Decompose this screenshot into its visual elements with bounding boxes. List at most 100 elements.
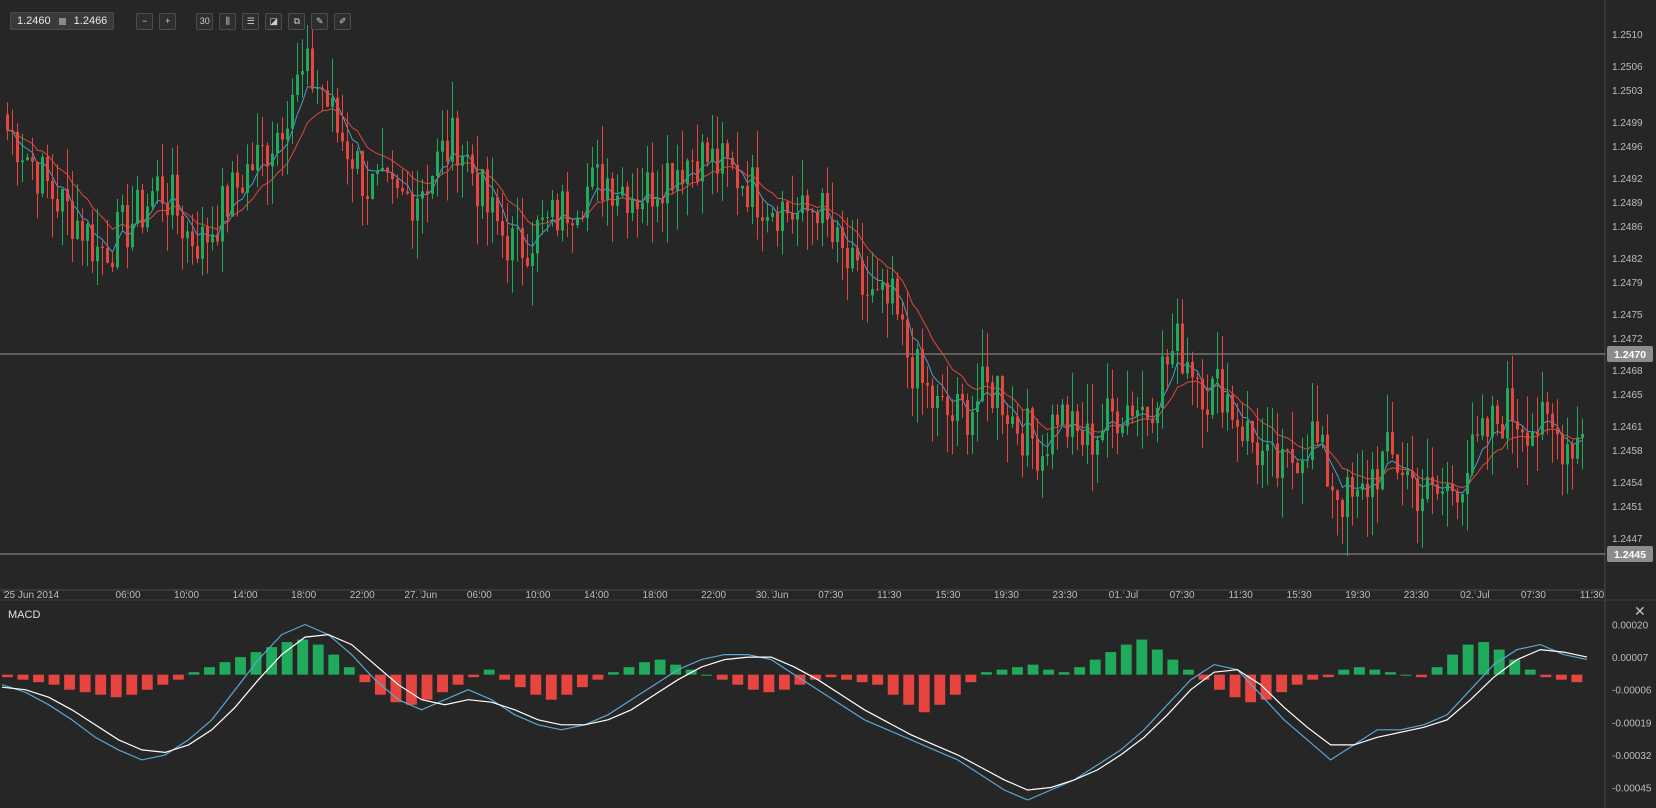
macd-histogram-bar [732,674,744,685]
candle-body [1126,405,1129,427]
candle-body [1091,423,1094,455]
indicators-icon[interactable]: ☰ [242,12,260,30]
candle-body [206,226,209,243]
candle-body [256,144,259,171]
macd-histogram-bar [1167,659,1179,675]
candle-body [916,348,919,389]
candle-body [96,246,99,262]
candle-body [681,170,684,184]
time-tick-label: 30. Jun [756,590,789,601]
macd-histogram-bar [810,674,821,680]
macd-histogram-bar [856,674,868,683]
candle-body [766,216,769,221]
candlestick-series [6,23,1584,557]
candle-body [1426,477,1429,499]
candle-body [276,132,279,154]
time-tick-label: 22:00 [350,590,375,601]
macd-histogram-bar [530,674,542,695]
candle-body [501,221,504,236]
candle-body [521,227,524,258]
macd-histogram-bar [79,674,91,693]
chart-settings-icon[interactable]: ◪ [265,12,283,30]
candle-body [836,227,839,243]
candle-body [866,294,869,296]
candle-body [656,199,659,207]
macd-histogram-bar [887,674,899,695]
ask-price: 1.2466 [73,15,108,27]
candle-body [6,114,9,131]
candle-body [156,176,159,192]
candle-body [311,48,314,90]
candle-body [181,215,184,239]
candle-body [1206,409,1209,415]
candle-body [421,191,424,199]
close-indicator-icon[interactable]: ✕ [1634,603,1646,619]
price-tick-label: 1.2486 [1612,222,1643,233]
candle-body [1121,426,1124,434]
candle-body [141,189,144,228]
candle-body [296,74,299,95]
candle-body [1551,413,1554,428]
candle-body [951,415,954,422]
candle-body [1346,477,1349,518]
candle-body [191,231,194,247]
candle-body [471,154,474,174]
timeframe-button[interactable]: 30 [196,12,214,30]
candle-body [291,94,294,129]
candle-body [401,188,404,192]
candle-body [1441,491,1444,494]
macd-histogram-bar [421,674,433,700]
macd-histogram-bar [33,674,44,683]
candle-body [816,211,819,224]
candle-body [531,253,534,266]
candle-body [861,260,864,295]
candle-body [1171,351,1174,365]
price-tick-label: 1.2475 [1612,310,1643,321]
candle-body [691,160,694,162]
candle-body [1061,404,1064,425]
candle-body [1371,469,1374,498]
candle-body [1421,498,1424,512]
price-tick-label: 1.2465 [1612,390,1643,401]
candle-body [886,282,889,304]
candle-body [706,142,709,163]
macd-histogram-bar [64,674,76,690]
candle-body [376,171,379,174]
pencil-icon[interactable]: ✐ [334,12,352,30]
macd-histogram-bar [126,674,138,695]
macd-histogram-bar [918,674,930,713]
macd-histogram-bar [1136,639,1148,675]
candle-body [106,248,109,263]
zoom-out-icon[interactable]: − [136,12,154,30]
zoom-in-icon[interactable]: + [159,12,177,30]
candle-body [1571,444,1574,459]
draw-icon[interactable]: ✎ [311,12,329,30]
candle-body [876,289,879,291]
candle-body [196,246,199,259]
ma-slow-line [7,108,1583,489]
candle-body [1271,443,1274,445]
macd-histogram-bar [204,667,215,675]
candle-body [1106,398,1109,431]
macd-histogram-bar [188,672,200,675]
candlestick-icon[interactable]: ⫼ [219,12,237,30]
candle-body [451,117,454,162]
time-tick-label: 11:30 [1580,590,1605,601]
time-tick-label: 11:30 [1228,590,1253,601]
candle-body [986,366,989,383]
macd-histogram-bar [1540,674,1552,678]
price-tick-label: 1.2510 [1612,30,1643,41]
candle-body [626,186,629,214]
candle-body [1431,477,1434,485]
candle-body [646,172,649,203]
macd-histogram-bar [359,674,371,683]
macd-histogram-bar [965,674,977,683]
objects-icon[interactable]: ⧉ [288,12,306,30]
candle-body [406,191,409,194]
candle-body [1561,434,1564,465]
candle-body [146,206,149,228]
candle-body [891,278,894,304]
macd-histogram-bar [483,669,495,675]
candle-body [1251,420,1254,443]
